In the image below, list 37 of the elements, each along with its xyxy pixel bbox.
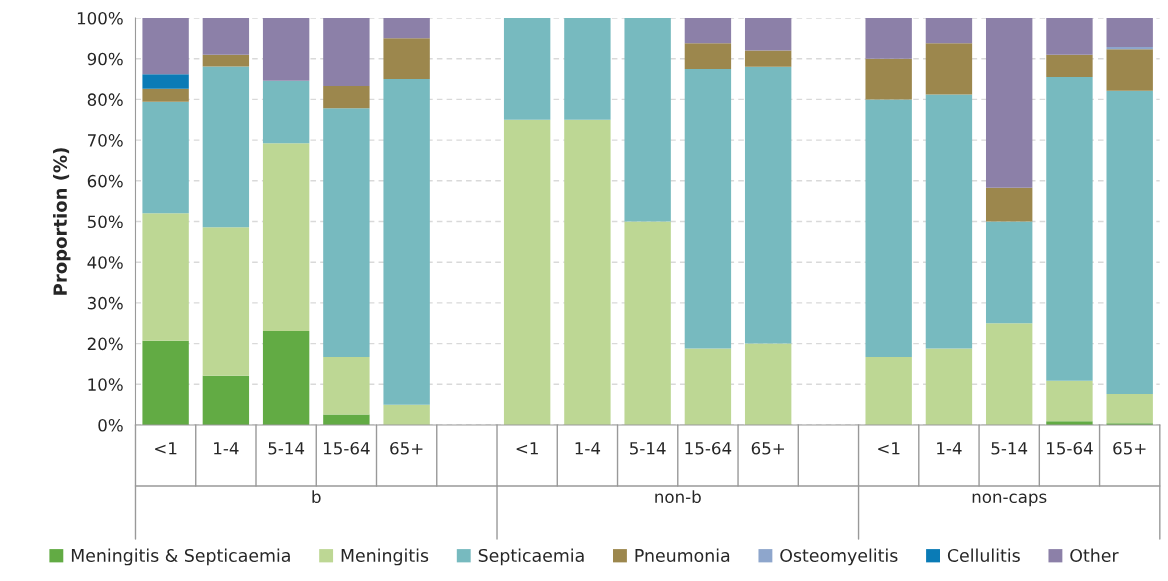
legend-label: Meningitis [341,548,429,566]
legend-label: Meningitis & Septicaemia [71,548,290,566]
x-tick-label: <1 [878,442,900,455]
y-tick-label: 20% [87,337,123,351]
y-tick-label: 70% [88,134,123,147]
x-tick-label: 65+ [751,441,784,455]
y-tick-label: 80% [87,93,123,106]
y-axis-title: Proportion (%) [53,148,71,295]
legend-label: Osteomyelitis [780,548,898,566]
x-tick-label: <1 [516,442,538,455]
y-tick-label: 10% [88,378,123,391]
x-tick-label: 1-4 [214,442,239,455]
x-tick-label: 15-64 [324,441,370,455]
y-tick-label: 30% [87,296,123,310]
x-tick-label: 15-64 [685,441,732,455]
x-tick-label: 65+ [390,441,423,455]
x-tick-label: 65+ [1113,441,1146,455]
y-tick-label: 100% [77,11,123,25]
y-tick-label: 60% [87,174,123,188]
text: non-b [655,490,701,504]
x-tick-label: 5-14 [630,442,666,455]
y-tick-label: 0% [98,418,123,432]
legend-label: Septicaemia [478,548,584,566]
x-tick-label: 15-64 [1047,441,1093,455]
x-tick-label: <1 [155,442,177,455]
legend-label: Other [1070,548,1119,563]
legend-label: Pneumonia [635,548,730,563]
x-tick-label: 1-4 [937,442,962,455]
y-tick-label: 90% [87,52,123,66]
y-tick-label: 50% [87,215,123,229]
y-tick-label: 40% [87,256,123,269]
legend-label: Cellulitis [947,548,1020,563]
x-tick-label: 5-14 [268,442,305,455]
x-tick-label: 1-4 [575,442,601,455]
text: b [312,490,321,504]
x-tick-label: 5-14 [991,442,1028,455]
text: non-caps [972,493,1047,507]
